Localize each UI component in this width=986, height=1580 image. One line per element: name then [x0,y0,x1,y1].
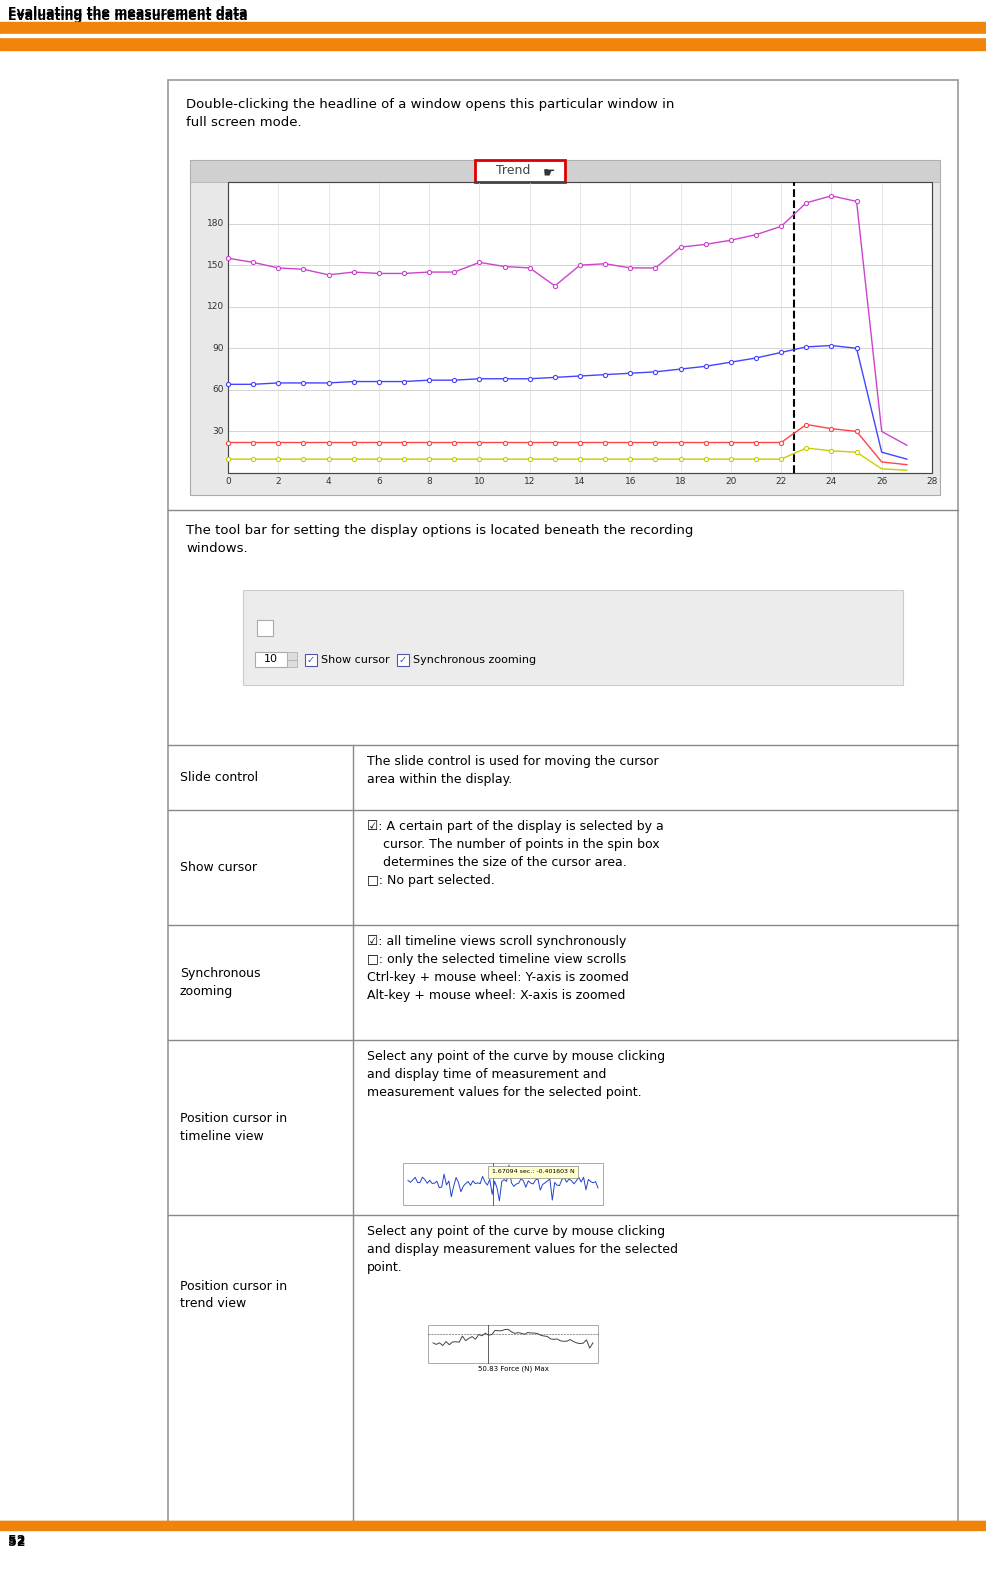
Bar [488,1166,578,1177]
Text: Evaluating the measurement data: Evaluating the measurement data [8,9,247,24]
Text: 8: 8 [426,477,432,487]
Text: Slide control: Slide control [180,771,258,784]
Text: 52: 52 [8,1534,26,1547]
Bar [228,182,932,472]
Text: 12: 12 [524,477,535,487]
Bar [168,81,958,1522]
Text: Double-clicking the headline of a window opens this particular window in
full sc: Double-clicking the headline of a window… [186,98,674,130]
Bar [397,654,409,667]
Text: 18: 18 [674,477,686,487]
Text: 180: 180 [207,220,224,228]
Bar [255,653,287,667]
Text: 0: 0 [225,477,231,487]
Text: 150: 150 [207,261,224,270]
Text: 10: 10 [264,654,278,665]
Bar [0,36,986,38]
Text: Trend: Trend [496,164,530,177]
Text: Select any point of the curve by mouse clicking
and display time of measurement : Select any point of the curve by mouse c… [367,1051,666,1100]
Bar [0,33,986,35]
Bar [0,28,986,32]
Bar [257,619,273,637]
Bar [228,182,932,472]
Text: 22: 22 [776,477,787,487]
Bar [0,30,986,40]
Text: Position cursor in
timeline view: Position cursor in timeline view [180,1112,287,1142]
Bar [0,25,986,28]
Text: 6: 6 [376,477,382,487]
Bar [0,28,986,35]
Bar [0,22,986,51]
Bar [0,27,986,43]
Text: ✓: ✓ [399,656,407,665]
Bar [0,36,986,44]
Text: The slide control is used for moving the cursor
area within the display.: The slide control is used for moving the… [367,755,659,785]
Text: 30: 30 [213,427,224,436]
Bar [0,28,986,36]
Text: Synchronous zooming: Synchronous zooming [413,656,536,665]
Bar [287,653,297,659]
Text: ☑: all timeline views scroll synchronously
□: only the selected timeline view sc: ☑: all timeline views scroll synchronous… [367,935,629,1002]
Text: 20: 20 [725,477,737,487]
Bar [190,160,940,182]
Bar [428,1326,598,1364]
Text: 16: 16 [624,477,636,487]
Text: Synchronous
zooming: Synchronous zooming [180,967,260,997]
Text: 2: 2 [275,477,281,487]
Bar [287,659,297,667]
Bar [0,28,986,40]
Bar [0,40,986,44]
Bar [0,1522,986,1528]
Bar [0,24,986,28]
Text: 90: 90 [213,344,224,352]
Bar [243,589,903,686]
Text: Show cursor: Show cursor [321,656,389,665]
Text: ☑: A certain part of the display is selected by a
    cursor. The number of poin: ☑: A certain part of the display is sele… [367,820,664,886]
Bar [0,36,986,38]
Text: ☛: ☛ [542,166,555,180]
Bar [0,30,986,32]
Text: 60: 60 [213,386,224,395]
Bar [190,160,940,495]
Text: 52: 52 [8,1536,26,1548]
Text: Position cursor in
trend view: Position cursor in trend view [180,1280,287,1310]
Text: 24: 24 [826,477,837,487]
Bar [305,654,317,667]
Bar [475,160,565,182]
Bar [0,28,986,32]
Text: 10: 10 [473,477,485,487]
Text: 4: 4 [325,477,331,487]
Text: Select any point of the curve by mouse clicking
and display measurement values f: Select any point of the curve by mouse c… [367,1224,678,1273]
Text: 1.67094 sec.: -0.401603 N: 1.67094 sec.: -0.401603 N [492,1169,575,1174]
Bar [403,1163,603,1206]
Text: 120: 120 [207,302,224,311]
Text: 28: 28 [926,477,938,487]
Text: 50.83 Force (N) Max: 50.83 Force (N) Max [477,1367,548,1373]
Bar [0,35,986,36]
Bar [0,24,986,28]
Text: 26: 26 [876,477,887,487]
Text: The tool bar for setting the display options is located beneath the recording
wi: The tool bar for setting the display opt… [186,525,693,555]
Text: Evaluating the measurement data: Evaluating the measurement data [8,6,247,19]
Bar [0,35,986,43]
Text: 14: 14 [574,477,586,487]
Bar [0,1522,986,1529]
Bar [0,40,986,44]
Text: Show cursor: Show cursor [180,861,257,874]
Text: ✓: ✓ [307,656,316,665]
Bar [0,28,986,36]
